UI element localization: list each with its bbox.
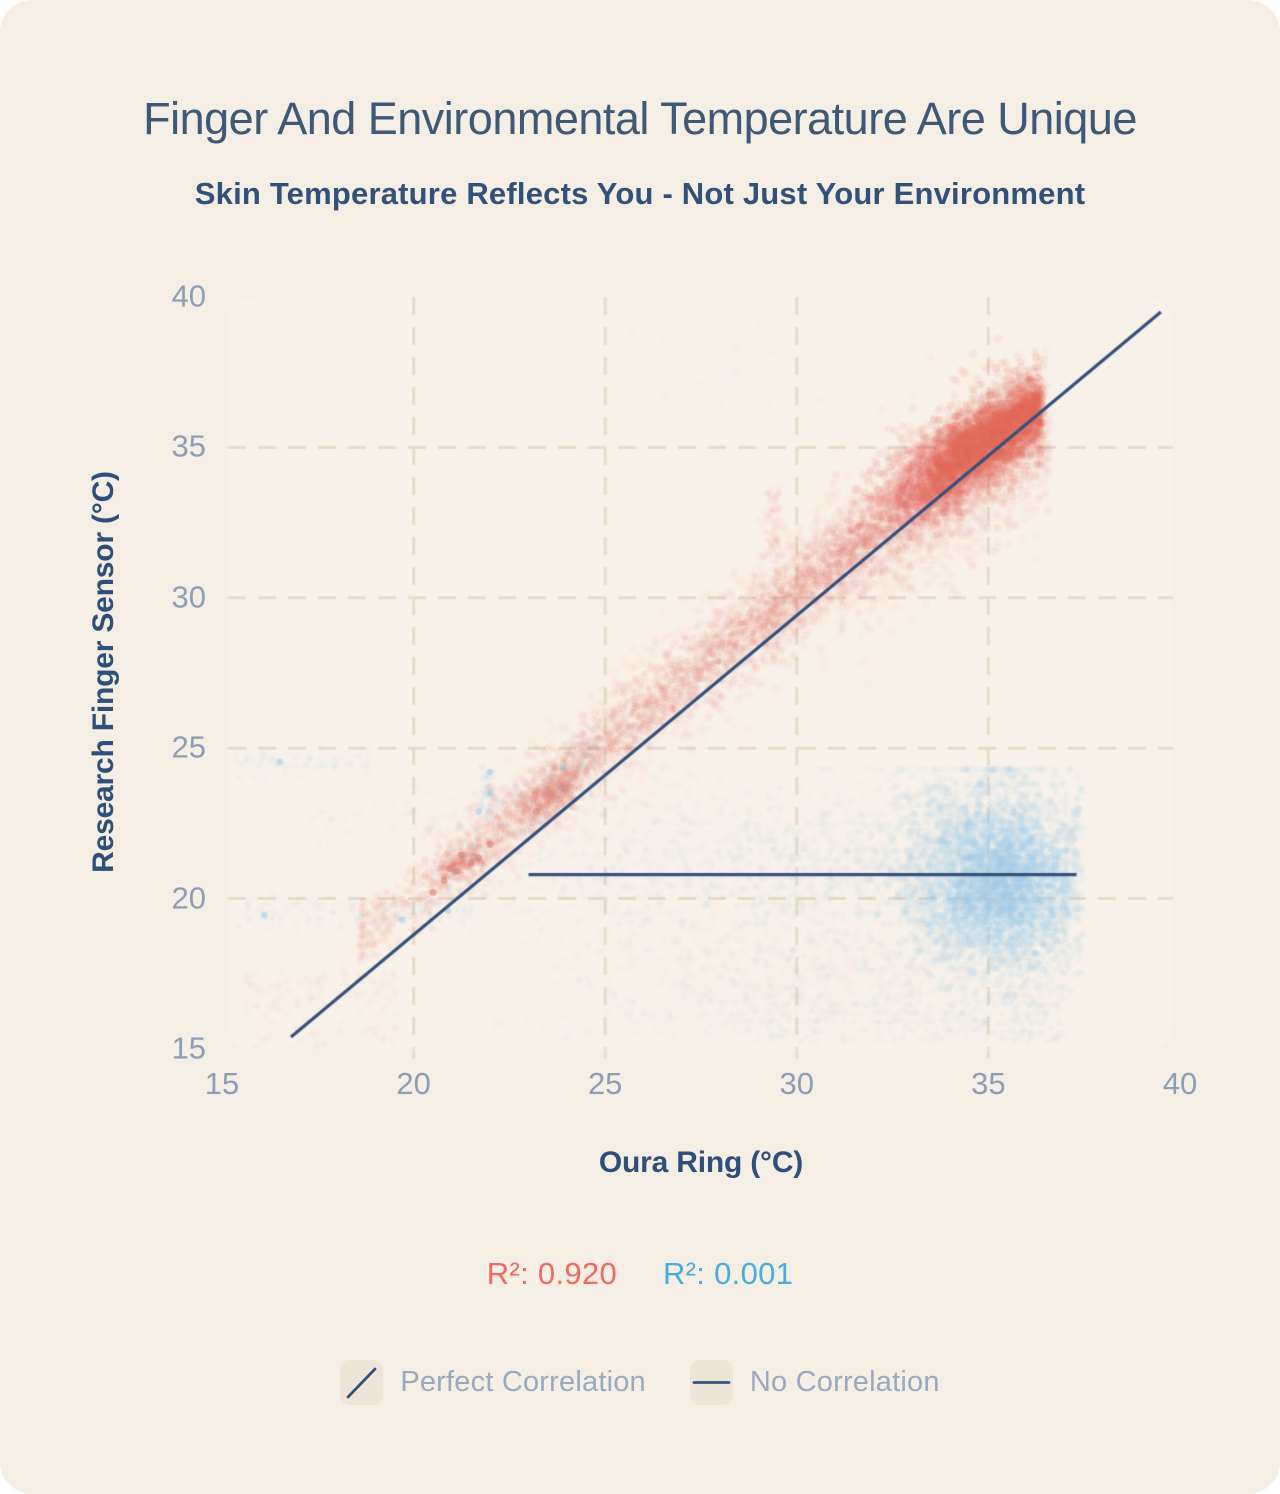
x-tick-label: 20 [396, 1066, 431, 1101]
r2-annotation: R²: 0.001 [663, 1256, 794, 1291]
legend-label: No Correlation [749, 1366, 940, 1398]
x-tick-label: 35 [971, 1066, 1006, 1101]
x-tick-label: 15 [204, 1066, 240, 1101]
y-axis-label: Research Finger Sensor (°C) [87, 471, 120, 873]
legend-label: Perfect Correlation [400, 1366, 646, 1398]
legend-item-no-correlation: No Correlation [689, 1360, 940, 1405]
chart-subtitle: Skin Temperature Reflects You - Not Just… [194, 176, 1086, 211]
r2-annotation-row: R²: 0.920 R²: 0.001 [0, 1256, 1280, 1292]
scatter-plot-canvas [222, 297, 1180, 1061]
chart-title: Finger And Environmental Temperature Are… [143, 93, 1137, 144]
x-tick-label: 25 [587, 1066, 623, 1101]
legend-item-perfect-correlation: Perfect Correlation [340, 1360, 646, 1405]
horizontal-line-icon [689, 1360, 733, 1405]
x-axis-label: Oura Ring (°C) [598, 1146, 804, 1179]
y-tick-label: 25 [171, 729, 206, 765]
x-tick-label: 30 [779, 1066, 815, 1101]
y-tick-label: 40 [171, 278, 206, 314]
legend: Perfect Correlation No Correlation [0, 1360, 1280, 1405]
plot-area [222, 297, 1180, 1061]
x-tick-label: 40 [1162, 1066, 1198, 1101]
y-tick-label: 30 [171, 579, 206, 615]
y-tick-label: 15 [171, 1030, 206, 1066]
diagonal-line-icon [340, 1360, 384, 1405]
y-tick-label: 20 [171, 879, 206, 915]
y-tick-label: 35 [171, 428, 206, 464]
r2-annotation: R²: 0.920 [486, 1256, 617, 1291]
